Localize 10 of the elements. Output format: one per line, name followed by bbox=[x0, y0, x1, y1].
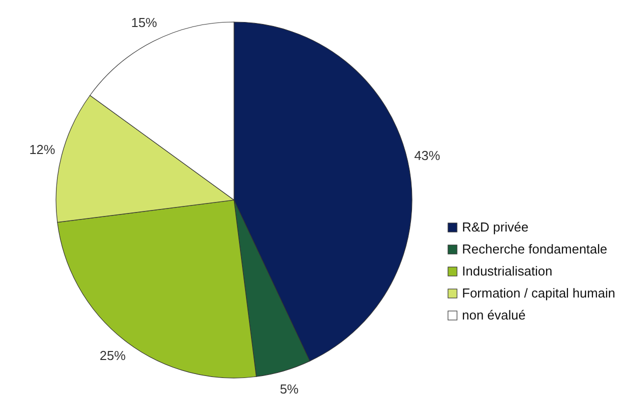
legend-label: non évalué bbox=[462, 307, 526, 322]
data-label: 43% bbox=[414, 148, 441, 164]
legend-label: R&D privée bbox=[462, 219, 528, 234]
data-label: 5% bbox=[280, 382, 300, 397]
data-label: 25% bbox=[100, 348, 126, 363]
data-label: 12% bbox=[29, 142, 56, 158]
legend-label: Industrialisation bbox=[462, 263, 552, 278]
data-label: 15% bbox=[131, 15, 158, 30]
legend-label: Recherche fondamentale bbox=[462, 241, 608, 256]
legend-label: Formation / capital humain bbox=[462, 285, 616, 300]
